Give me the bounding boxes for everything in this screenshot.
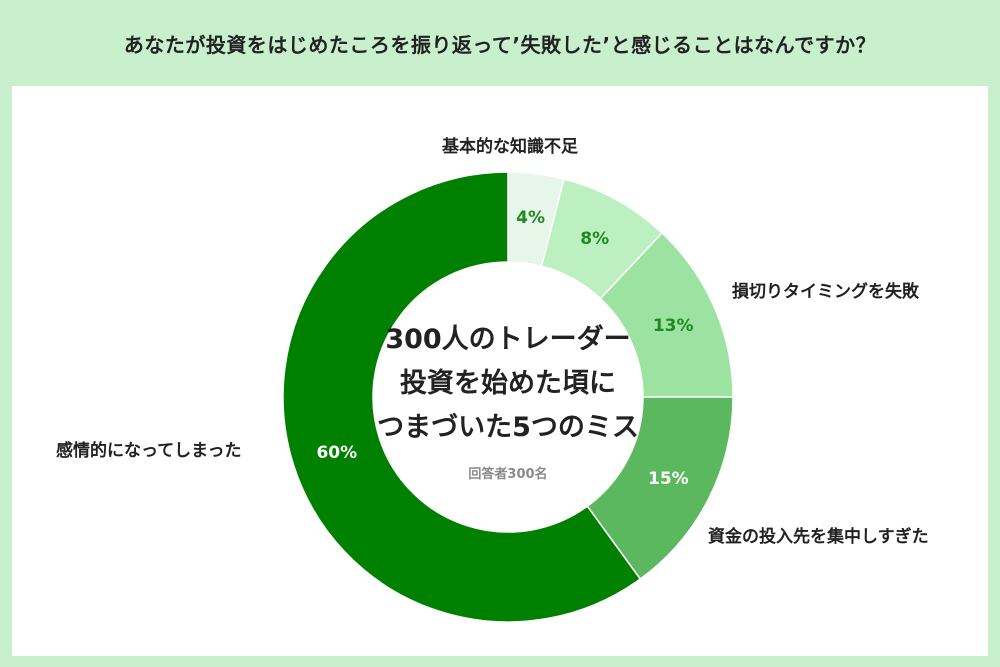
center-title-line-2: 投資を始めた頃に [400, 368, 616, 399]
category-label-knowledge: 基本的な知識不足 [442, 137, 578, 157]
category-label-stoploss: 損切りタイミングを失敗 [732, 282, 919, 302]
chart-panel: 300人のトレーダー 投資を始めた頃に つまづいた5つのミス 回答者300名 基… [12, 86, 988, 656]
respondent-count: 回答者300名 [468, 467, 548, 482]
slice-label: 60% [316, 442, 358, 463]
category-label-concentration: 資金の投入先を集中しすぎた [708, 527, 929, 547]
page-title: あなたが投資をはじめたころを振り返って’失敗した’と感じることはなんですか？ [123, 32, 877, 57]
donut-chart [282, 171, 734, 623]
slice-label: 13% [652, 315, 694, 336]
center-title: 300人のトレーダー 投資を始めた頃に つまづいた5つのミス [308, 318, 708, 450]
category-label-emotional: 感情的になってしまった [56, 441, 242, 461]
slice-label: 15% [648, 468, 689, 489]
slice-label: 8% [580, 229, 610, 250]
slice-emotional [282, 171, 642, 623]
center-title-line-3: つまづいた5つのミス [377, 412, 639, 443]
slice-label: 4% [516, 208, 545, 229]
center-title-line-1: 300人のトレーダー [385, 324, 631, 355]
